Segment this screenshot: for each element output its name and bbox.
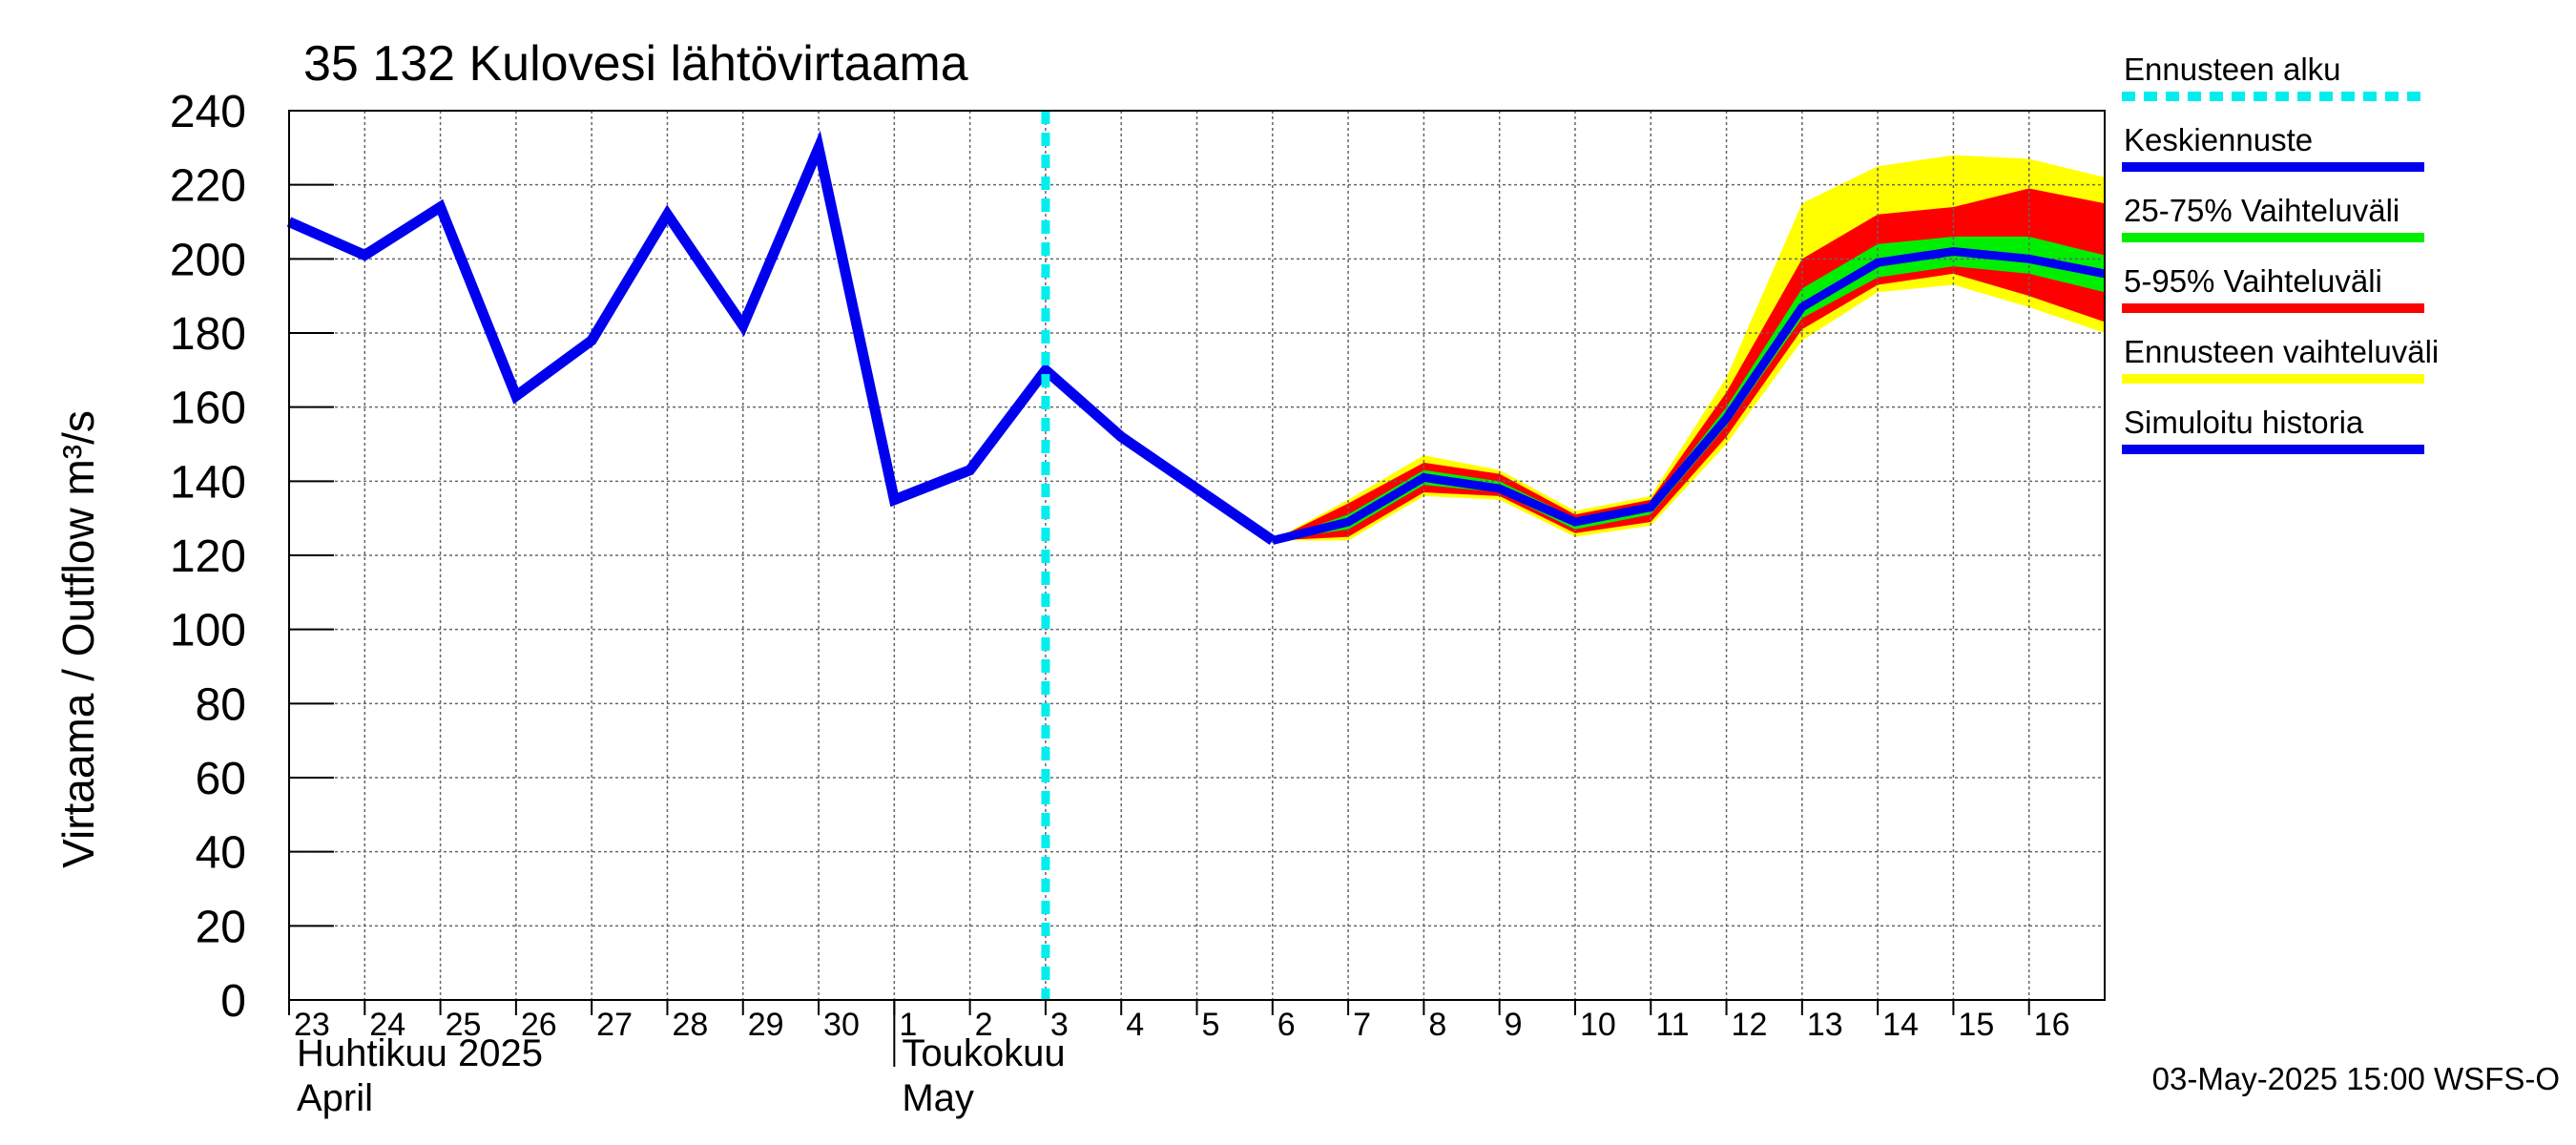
- x-tick-label: 27: [596, 1007, 633, 1043]
- x-tick-label: 16: [2034, 1007, 2070, 1043]
- y-tick-label: 40: [196, 828, 246, 879]
- x-tick-label: 10: [1580, 1007, 1616, 1043]
- x-tick-label: 3: [1050, 1007, 1069, 1043]
- y-tick-label: 60: [196, 754, 246, 804]
- y-axis: 0 20 40 60 80 100 120 140 160 180 200 220 240: [170, 87, 334, 1027]
- x-tick-label: 28: [672, 1007, 708, 1043]
- legend: Ennusteen alku Keskiennuste 25-75% Vaihtel…: [2122, 52, 2439, 454]
- legend-label: Keskiennuste: [2124, 122, 2313, 157]
- y-tick-label: 100: [170, 606, 246, 656]
- x-tick-label: 6: [1278, 1007, 1296, 1043]
- band-25-75: [1272, 237, 2105, 541]
- x-tick-label: 26: [521, 1007, 557, 1043]
- y-tick-label: 180: [170, 309, 246, 360]
- x-tick-label: 24: [369, 1007, 405, 1043]
- x-tick-label: 12: [1732, 1007, 1768, 1043]
- legend-label: Ennusteen vaihteluväli: [2124, 334, 2439, 369]
- y-tick-label: 160: [170, 384, 246, 434]
- x-tick-label: 1: [899, 1007, 917, 1043]
- month-label-en: April: [297, 1077, 373, 1119]
- y-tick-label: 0: [220, 976, 246, 1027]
- x-tick-label: 11: [1655, 1007, 1689, 1043]
- band-25-75-area: [1272, 237, 2105, 541]
- x-axis: 23 24 25 26 27 28 29 30 1 2 3 4 5 6 7 8 9 10 11 12 13 14 15 16: [288, 1000, 2070, 1043]
- chart-title: 35 132 Kulovesi lähtövirtaama: [303, 36, 968, 92]
- x-tick-label: 5: [1202, 1007, 1220, 1043]
- legend-label: 5-95% Vaihteluväli: [2124, 263, 2382, 299]
- x-tick-label: 14: [1882, 1007, 1919, 1043]
- x-tick-label: 30: [823, 1007, 860, 1043]
- y-tick-label: 20: [196, 902, 246, 952]
- x-tick-label: 2: [975, 1007, 993, 1043]
- y-axis-label: Virtaama / Outflow m³/s: [53, 410, 103, 868]
- grid: [289, 111, 2105, 1000]
- x-tick-label: 23: [294, 1007, 330, 1043]
- y-tick-label: 140: [170, 457, 246, 508]
- y-tick-label: 200: [170, 235, 246, 285]
- footer-timestamp: 03-May-2025 15:00 WSFS-O: [2152, 1061, 2560, 1096]
- x-tick-label: 4: [1126, 1007, 1144, 1043]
- mean-forecast-line: [1271, 247, 2106, 545]
- legend-label: 25-75% Vaihteluväli: [2124, 193, 2399, 228]
- x-tick-label: 29: [748, 1007, 784, 1043]
- x-tick-label: 7: [1353, 1007, 1371, 1043]
- x-tick-label: 25: [446, 1007, 482, 1043]
- legend-label: Simuloitu historia: [2124, 405, 2364, 440]
- legend-label: Ennusteen alku: [2124, 52, 2341, 87]
- simulated-history-line: [286, 130, 1276, 546]
- y-tick-label: 80: [196, 679, 246, 730]
- band-5-95-area: [1272, 188, 2105, 541]
- series-lines: [286, 130, 2106, 546]
- month-label-fi: Huhtikuu 2025: [297, 1032, 543, 1074]
- y-tick-label: 240: [170, 87, 246, 137]
- x-tick-label: 9: [1505, 1007, 1523, 1043]
- month-label-en: May: [902, 1077, 974, 1119]
- x-tick-label: 13: [1807, 1007, 1843, 1043]
- x-tick-label: 15: [1958, 1007, 1994, 1043]
- y-tick-label: 120: [170, 531, 246, 582]
- band-5-95: [1272, 188, 2105, 541]
- month-label-fi: Toukokuu: [902, 1032, 1065, 1074]
- x-tick-label: 8: [1428, 1007, 1446, 1043]
- y-tick-label: 220: [170, 161, 246, 212]
